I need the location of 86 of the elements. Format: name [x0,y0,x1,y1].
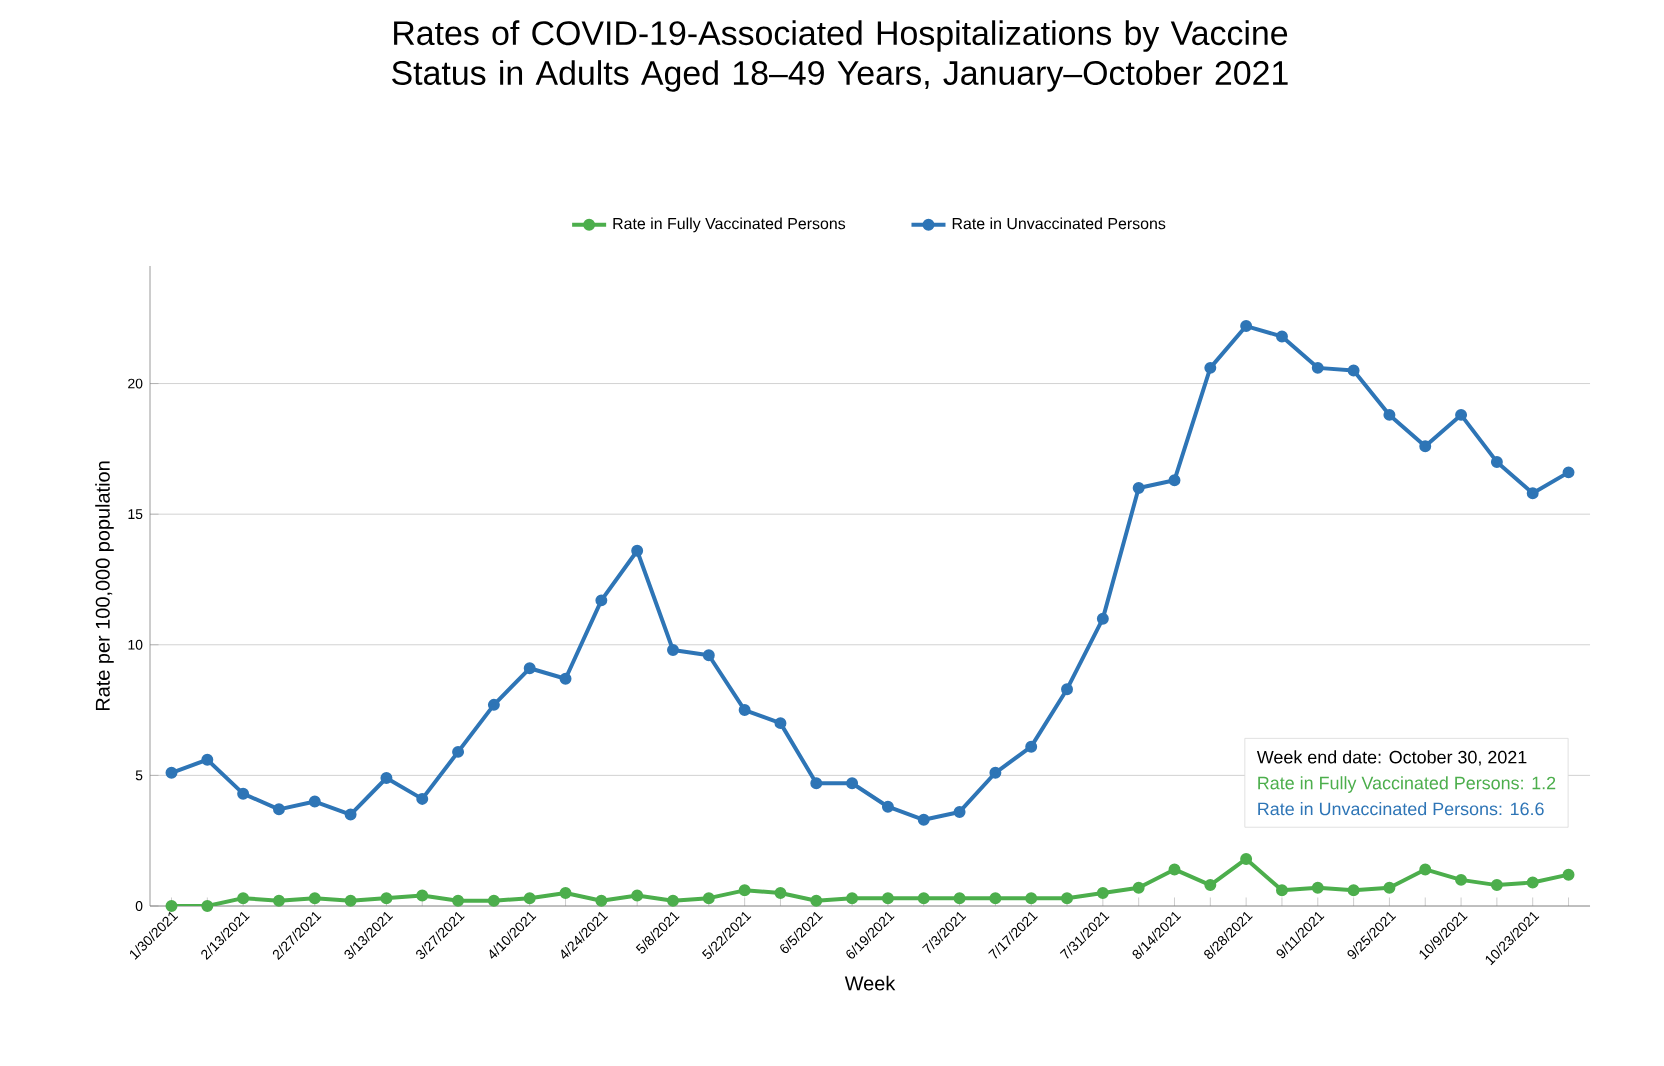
point [989,892,1002,905]
point [595,594,608,607]
point [1526,487,1539,500]
point [416,792,429,805]
point [917,892,930,905]
point [1311,361,1324,374]
point [201,900,214,912]
point [917,813,930,826]
point [667,894,679,907]
point [1419,863,1432,876]
point [774,886,787,899]
point [1490,455,1503,468]
point [881,892,894,905]
point [1275,330,1288,343]
point [1311,881,1324,894]
point [953,892,966,905]
point [1240,320,1253,333]
point [1562,466,1575,479]
point [1025,892,1038,905]
point [774,717,787,730]
point [953,805,966,818]
point [1383,881,1396,894]
chart-title: Rates of COVID-19-Associated Hospitalizations by Vaccine Status in Adults Aged 18–49 Years, January–October 2021 [392,20,1288,92]
annotation: Rate in Fully Vaccinated Persons: 1.2 [1258,776,1556,793]
annotation: Week end date: October 30, 2021 [1256,750,1527,766]
point [1526,876,1539,889]
point [165,900,178,912]
point [487,894,500,907]
point [272,803,285,816]
point [1061,683,1074,696]
point [881,800,894,813]
point [631,544,644,557]
point [702,649,715,662]
point [1204,361,1217,374]
point [1419,440,1432,453]
point [631,889,644,902]
point [452,894,465,907]
point [1168,863,1181,876]
annotation: Rate in Unvaccinated Persons: 16.6 [1258,802,1544,816]
point [810,777,823,790]
point [595,894,608,907]
point [702,892,715,905]
point [1025,740,1038,753]
point [1347,364,1360,377]
point [846,892,859,905]
point [810,894,823,907]
point [1061,892,1074,905]
point [989,766,1002,779]
point [667,644,679,656]
point [487,698,500,711]
point [1275,884,1288,897]
y-axis-title: Rate per 100,000 population [95,461,114,711]
point [237,787,250,800]
point [523,662,536,675]
point [165,766,178,779]
point [1490,879,1503,892]
point [416,889,429,902]
point [1132,881,1145,894]
point [1204,879,1217,892]
point [559,886,572,899]
point [1096,612,1109,625]
point [380,892,393,905]
point [344,808,357,821]
point [1240,852,1253,865]
point [380,772,393,784]
point [344,894,357,907]
point [738,884,751,897]
point [272,894,285,907]
point [738,704,751,717]
point [523,892,536,905]
point [237,892,250,905]
point [308,795,321,808]
point [308,892,321,905]
point [1168,474,1181,487]
point [201,753,214,766]
point [1347,884,1360,897]
point [559,672,572,685]
point [1383,408,1396,421]
point [1096,886,1109,899]
point [1562,868,1575,881]
point [452,745,465,758]
point [1455,408,1468,421]
point [1132,482,1145,495]
point [1455,873,1468,886]
point [846,777,859,790]
x-axis-title: Week [844,975,896,991]
